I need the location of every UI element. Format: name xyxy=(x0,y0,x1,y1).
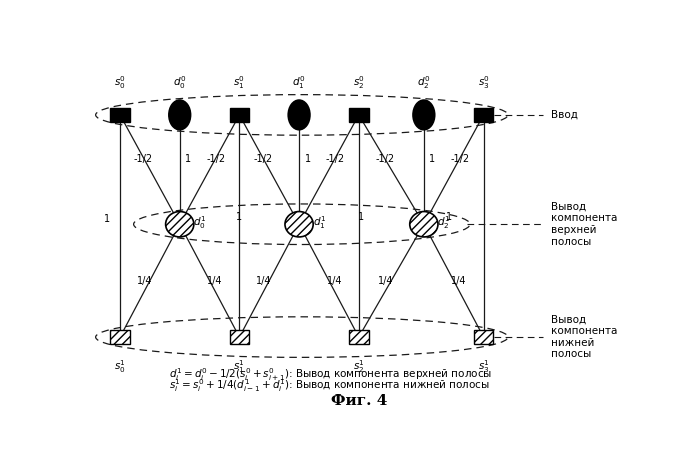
Text: $d_0^1$: $d_0^1$ xyxy=(193,214,206,231)
Ellipse shape xyxy=(166,212,194,237)
Text: $d_i^1=d_i^0-1/2(s_i^0+s_{i+1}^0)$: Вывод компонента верхней полосы: $d_i^1=d_i^0-1/2(s_i^0+s_{i+1}^0)$: Выво… xyxy=(169,366,492,382)
Ellipse shape xyxy=(410,212,438,237)
Text: 1/4: 1/4 xyxy=(452,276,467,286)
Text: 1: 1 xyxy=(429,154,435,164)
Text: $s_2^0$: $s_2^0$ xyxy=(353,74,365,91)
Ellipse shape xyxy=(413,100,435,130)
FancyBboxPatch shape xyxy=(349,108,368,121)
Text: 1/4: 1/4 xyxy=(378,276,393,286)
Ellipse shape xyxy=(169,100,190,130)
Text: $s_0^0$: $s_0^0$ xyxy=(114,74,126,91)
Text: $s_1^1$: $s_1^1$ xyxy=(234,358,245,375)
Text: -1/2: -1/2 xyxy=(253,154,272,164)
Ellipse shape xyxy=(285,212,313,237)
Text: $s_0^1$: $s_0^1$ xyxy=(114,358,126,375)
Text: $d_0^0$: $d_0^0$ xyxy=(173,74,186,91)
Text: $d_1^0$: $d_1^0$ xyxy=(293,74,306,91)
Text: -1/2: -1/2 xyxy=(326,154,345,164)
Text: $s_2^1$: $s_2^1$ xyxy=(353,358,365,375)
Text: Вывод
компонента
верхней
полосы: Вывод компонента верхней полосы xyxy=(552,202,617,247)
Text: 1: 1 xyxy=(104,214,111,224)
Text: 1/4: 1/4 xyxy=(136,276,152,286)
Text: 1: 1 xyxy=(358,213,365,223)
FancyBboxPatch shape xyxy=(111,330,130,344)
Text: 1: 1 xyxy=(304,154,311,164)
Text: 1/4: 1/4 xyxy=(256,276,272,286)
Text: Ввод: Ввод xyxy=(552,110,578,120)
Text: 1/4: 1/4 xyxy=(327,276,342,286)
Text: $d_2^1$: $d_2^1$ xyxy=(438,214,451,231)
Text: 1: 1 xyxy=(237,213,242,223)
FancyBboxPatch shape xyxy=(111,108,130,121)
Text: -1/2: -1/2 xyxy=(451,154,470,164)
FancyBboxPatch shape xyxy=(474,108,494,121)
Text: -1/2: -1/2 xyxy=(206,154,225,164)
Text: Фиг. 4: Фиг. 4 xyxy=(330,394,387,408)
Text: $d_2^0$: $d_2^0$ xyxy=(417,74,430,91)
Ellipse shape xyxy=(288,100,310,130)
Text: -1/2: -1/2 xyxy=(134,154,153,164)
FancyBboxPatch shape xyxy=(230,108,249,121)
Text: 1: 1 xyxy=(446,213,452,223)
Text: 1/4: 1/4 xyxy=(207,276,223,286)
FancyBboxPatch shape xyxy=(230,330,249,344)
Text: $s_1^0$: $s_1^0$ xyxy=(233,74,246,91)
Text: $d_1^1$: $d_1^1$ xyxy=(313,214,326,231)
FancyBboxPatch shape xyxy=(474,330,494,344)
Text: $s_3^0$: $s_3^0$ xyxy=(477,74,489,91)
FancyBboxPatch shape xyxy=(349,330,368,344)
Text: $s_i^1=s_i^0+1/4(d_{i-1}^1+d_i^1)$: Вывод компонента нижней полосы: $s_i^1=s_i^0+1/4(d_{i-1}^1+d_i^1)$: Выво… xyxy=(169,377,490,394)
Text: $s_3^1$: $s_3^1$ xyxy=(477,358,489,375)
Text: 1: 1 xyxy=(185,154,191,164)
Text: Вывод
компонента
нижней
полосы: Вывод компонента нижней полосы xyxy=(552,315,617,360)
Text: -1/2: -1/2 xyxy=(375,154,394,164)
